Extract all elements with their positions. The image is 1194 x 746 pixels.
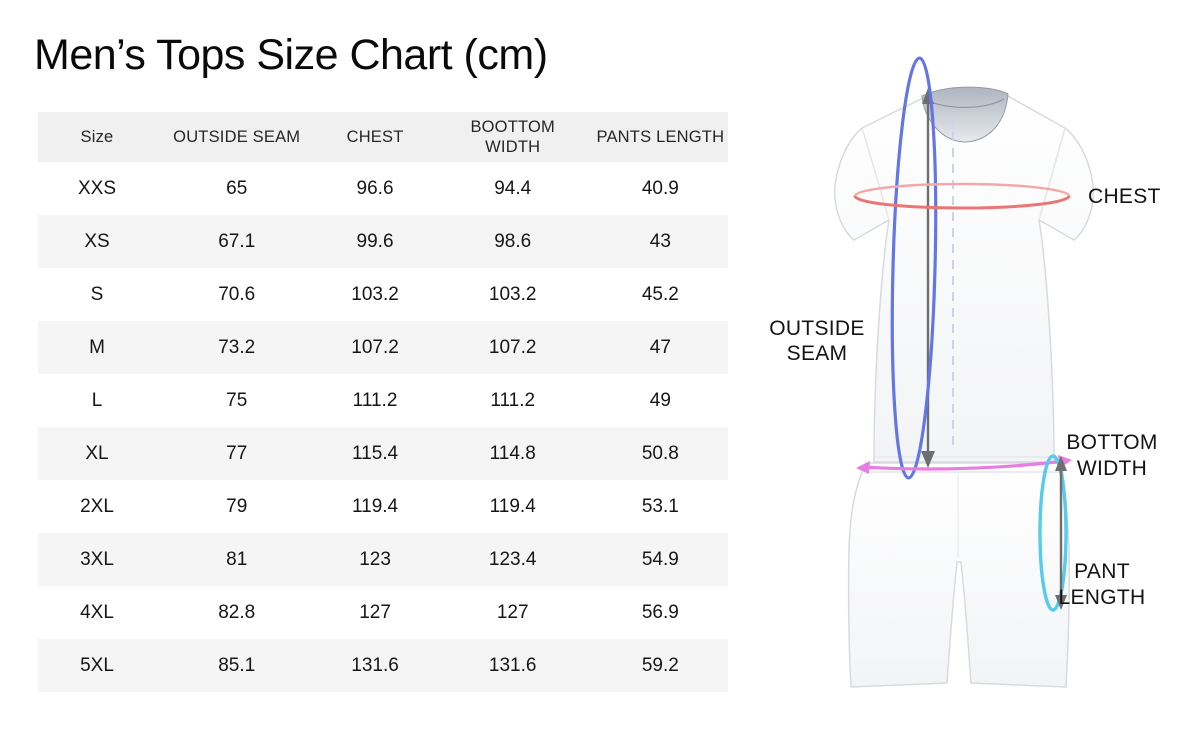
pant-length-arrow-top-head: [1055, 456, 1067, 471]
value-cell: 40.9: [641, 177, 679, 199]
value-cell: 81: [226, 548, 248, 570]
center-length-arrow-top-head: [922, 88, 934, 104]
table-row-l: L 75 111.2 111.2 49: [38, 374, 728, 427]
page-title: Men’s Tops Size Chart (cm): [34, 31, 548, 79]
value-cell: 65: [226, 177, 248, 199]
table-row-xs: XS 67.1 99.6 98.6 43: [38, 215, 728, 268]
column-header-outside-seam: OUTSIDE SEAM: [173, 127, 301, 146]
chest-label: CHEST: [1088, 185, 1161, 208]
value-cell: 107.2: [488, 336, 537, 358]
outside-seam-measure-ellipse: [890, 56, 938, 480]
size-table-header-row: Size OUTSIDE SEAM CHEST BOOTTOM WIDTH PANTS …: [38, 112, 728, 162]
size-cell: XL: [85, 442, 109, 464]
value-cell: 75: [226, 389, 248, 411]
table-row-s: S 70.6 103.2 103.2 45.2: [38, 268, 728, 321]
chest-measure-back-arc: [853, 182, 1071, 197]
value-cell: 103.2: [488, 283, 537, 305]
value-cell: 77: [226, 442, 248, 464]
column-header-chest: CHEST: [346, 127, 404, 146]
garment-illustration: [833, 56, 1095, 688]
bottom-width-left-arrow-head: [856, 461, 870, 474]
value-cell: 49: [649, 389, 671, 411]
size-cell: M: [89, 336, 105, 358]
bottom-width-label: BOTTOM WIDTH: [1066, 431, 1158, 480]
table-row-3xl: 3XL 81 123 123.4 54.9: [38, 533, 728, 586]
table-row-5xl: 5XL 85.1 131.6 131.6 59.2: [38, 639, 728, 692]
size-cell: XS: [84, 230, 110, 252]
size-cell: XXS: [77, 177, 116, 199]
sleeve-seam-left-line: [861, 127, 890, 221]
bottom-width-measure-line: [860, 459, 1068, 471]
value-cell: 59.2: [641, 654, 679, 676]
pant-length-arrow-bottom-head: [1055, 595, 1067, 610]
column-header-pants-length: PANTS LENGTH: [596, 127, 725, 146]
table-row-xl: XL 77 115.4 114.8 50.8: [38, 427, 728, 480]
value-cell: 50.8: [641, 442, 679, 464]
pant-length-label: PANT LENGTH: [1058, 560, 1146, 609]
value-cell: 99.6: [356, 230, 394, 252]
value-cell: 79: [226, 495, 248, 517]
outside-seam-label: OUTSIDE SEAM: [769, 317, 865, 365]
size-cell: 5XL: [80, 654, 114, 676]
column-header-boottom-width: BOOTTOM WIDTH: [470, 117, 555, 156]
value-cell: 111.2: [352, 389, 398, 411]
size-cell: S: [90, 283, 104, 305]
value-cell: 127: [496, 601, 529, 623]
size-chart-table: Size OUTSIDE SEAM CHEST BOOTTOM WIDTH PANTS …: [38, 112, 728, 692]
value-cell: 111.2: [490, 389, 536, 411]
value-cell: 53.1: [641, 495, 679, 517]
tshirt-body: [833, 87, 1095, 463]
value-cell: 123.4: [488, 548, 537, 570]
table-row-2xl: 2XL 79 119.4 119.4 53.1: [38, 480, 728, 533]
value-cell: 45.2: [641, 283, 679, 305]
collar-inner-rim-line: [925, 98, 1005, 108]
value-cell: 119.4: [489, 495, 536, 517]
sleeve-seam-right-line: [1038, 127, 1066, 221]
value-cell: 43: [649, 230, 671, 252]
value-cell: 103.2: [351, 283, 399, 305]
value-cell: 73.2: [218, 336, 256, 358]
value-cell: 54.9: [641, 548, 679, 570]
value-cell: 47: [649, 336, 671, 358]
value-cell: 131.6: [488, 654, 537, 676]
chest-measure-front-arc: [853, 195, 1071, 210]
value-cell: 119.4: [351, 495, 399, 517]
size-cell: 4XL: [80, 601, 114, 623]
value-cell: 114.8: [489, 442, 536, 464]
value-cell: 127: [359, 601, 391, 623]
size-table-body: XXS 65 96.6 94.4 40.9 XS 67.1 99.6 98.6 43 S 70.6 10…: [38, 162, 728, 692]
value-cell: 96.6: [356, 177, 394, 199]
value-cell: 94.4: [494, 177, 532, 199]
value-cell: 82.8: [218, 601, 256, 623]
value-cell: 123: [359, 548, 391, 570]
value-cell: 98.6: [494, 230, 532, 252]
value-cell: 107.2: [351, 336, 399, 358]
value-cell: 56.9: [641, 601, 679, 623]
size-cell: L: [91, 389, 103, 411]
value-cell: 115.4: [351, 442, 399, 464]
tshirt-collar: [921, 86, 1009, 143]
bottom-width-right-arrow-head: [1058, 455, 1072, 468]
column-header-size: Size: [80, 127, 114, 146]
table-row-4xl: 4XL 82.8 127 127 56.9: [38, 586, 728, 639]
shorts-body: [847, 462, 1071, 688]
size-cell: 3XL: [80, 548, 114, 570]
value-cell: 85.1: [218, 654, 256, 676]
size-cell: 2XL: [80, 495, 114, 517]
table-row-m: M 73.2 107.2 107.2 47: [38, 321, 728, 374]
center-length-arrow-bottom-head: [921, 451, 935, 468]
value-cell: 131.6: [351, 654, 399, 676]
table-row-xxs: XXS 65 96.6 94.4 40.9: [38, 162, 728, 215]
pant-length-measure-arc: [1038, 454, 1068, 612]
value-cell: 67.1: [218, 230, 256, 252]
value-cell: 70.6: [218, 283, 256, 305]
